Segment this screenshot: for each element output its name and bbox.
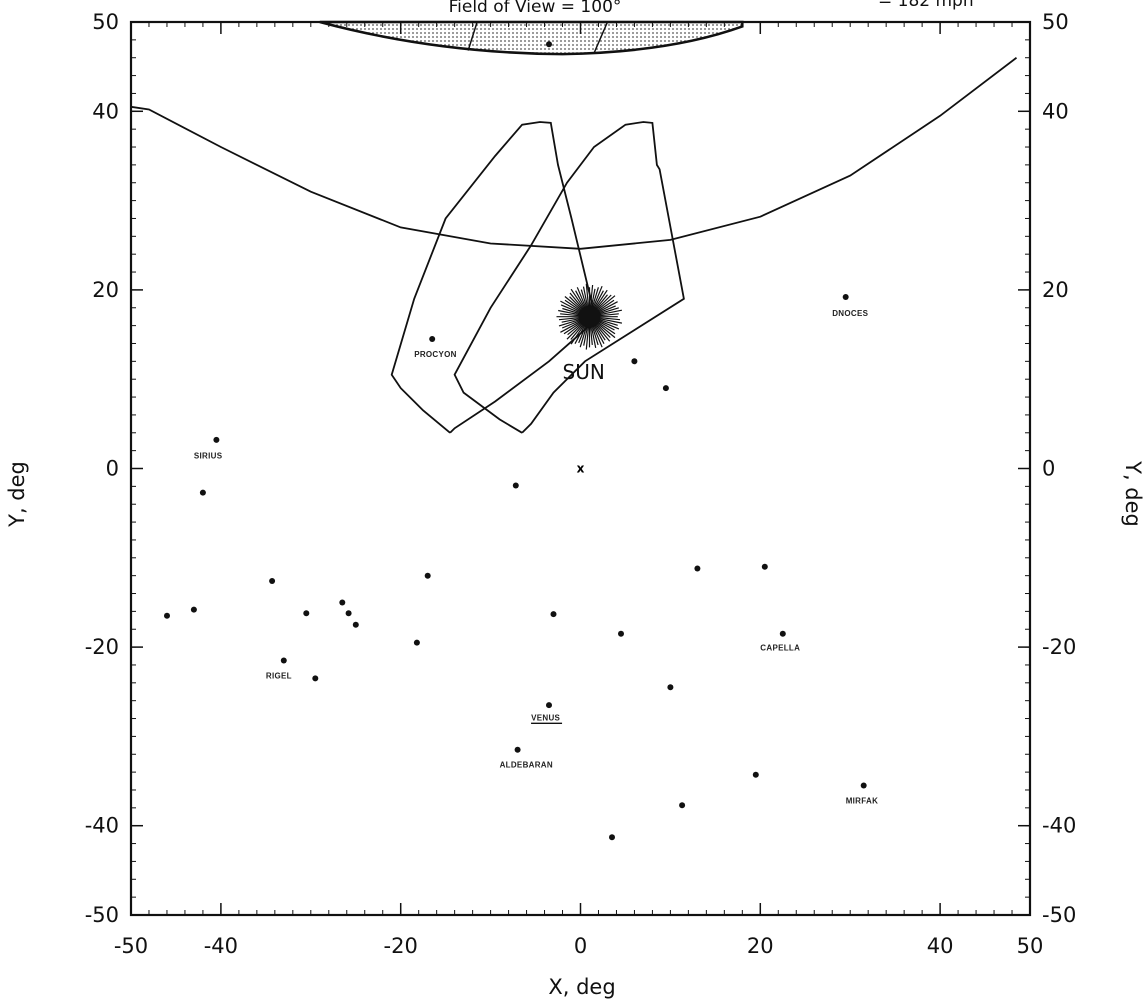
field-of-view-label: Field of View = 100° xyxy=(449,0,622,17)
star-point xyxy=(164,612,170,619)
star-label-venus: VENUS xyxy=(531,713,560,722)
x-tick-label: -40 xyxy=(204,934,238,958)
star-point xyxy=(609,834,615,841)
y-tick-label-left: 0 xyxy=(106,457,119,481)
y-tick-label-left: -50 xyxy=(85,903,119,927)
axes: -50 -40 -20 0 20 40 50 50 50 40 40 20 20 0 0 -20 -20 -40 -… xyxy=(85,10,1077,958)
star-point-dnoces xyxy=(842,294,849,300)
view-outline-right xyxy=(453,121,685,434)
star-label-procyon: PROCYON xyxy=(414,350,457,359)
y-tick-label-left: 20 xyxy=(92,278,119,302)
star-point-capella xyxy=(779,630,786,637)
x-tick-label: -50 xyxy=(114,934,148,958)
x-axis-title: X, deg xyxy=(548,975,615,999)
star-point xyxy=(752,771,759,778)
star-point xyxy=(303,610,310,617)
x-tick-label: 20 xyxy=(747,934,774,958)
star-point xyxy=(761,563,768,570)
star-point xyxy=(679,802,686,809)
y-tick-label-left: -20 xyxy=(85,635,119,659)
y-tick-label-right: -50 xyxy=(1042,903,1076,927)
y-tick-label-left: 40 xyxy=(92,99,119,123)
obstruction-region xyxy=(319,20,744,56)
center-marker: x xyxy=(577,462,585,476)
star-label-capella: CAPELLA xyxy=(760,644,800,653)
sun-label: SUN xyxy=(563,360,605,384)
star-point-procyon xyxy=(429,336,436,342)
star-label-dnoces: DNOCES xyxy=(832,309,868,318)
star-point xyxy=(667,684,674,691)
star-point xyxy=(345,610,352,617)
view-outline-left xyxy=(390,121,595,434)
star-point xyxy=(312,675,319,682)
star-point xyxy=(190,606,197,613)
star-point xyxy=(199,489,206,496)
star-label-aldebaran: ALDEBARAN xyxy=(500,761,553,770)
y-axis-title-right: Y, deg xyxy=(1121,460,1145,527)
y-tick-label-right: -20 xyxy=(1042,635,1076,659)
y-tick-label-right: 20 xyxy=(1042,278,1069,302)
obstruction-strut-left xyxy=(467,21,478,51)
y-tick-label-right: 40 xyxy=(1042,99,1069,123)
star-point-sirius xyxy=(213,436,220,443)
x-tick-label: 50 xyxy=(1017,934,1044,958)
star-point xyxy=(352,621,359,628)
star-label-sirius: SIRIUS xyxy=(194,452,223,461)
x-tick-label: 0 xyxy=(574,934,587,958)
star-point xyxy=(662,385,669,392)
x-tick-label: 40 xyxy=(927,934,954,958)
y-tick-label-right: 0 xyxy=(1042,457,1055,481)
star-point xyxy=(618,630,624,637)
star-label-mirfak: MIRFAK xyxy=(846,796,878,805)
y-tick-label-left: -40 xyxy=(85,814,119,838)
x-tick-label: -20 xyxy=(384,934,418,958)
star-point xyxy=(631,358,638,365)
y-axis-title-left: Y, deg xyxy=(5,461,29,528)
star-point-rigel xyxy=(280,657,287,664)
plot-area: SUN x PROCYON SIRIUS RIGEL DNOCES CAPELLA VENUS… xyxy=(130,20,1018,841)
horizon-curve xyxy=(130,56,1018,250)
chart-header: Field of View = 100° = 182 mph xyxy=(449,0,974,17)
sun-symbol xyxy=(556,283,623,350)
star-point-venus xyxy=(546,702,552,709)
star-point xyxy=(512,482,519,489)
star-point-aldebaran xyxy=(514,746,521,753)
y-tick-label-right: -40 xyxy=(1042,814,1076,838)
star-point xyxy=(339,599,346,606)
star-point xyxy=(269,578,276,584)
obstruction-strut-right xyxy=(593,21,609,54)
star-point-mirfak xyxy=(860,782,867,789)
sun-core xyxy=(578,305,601,328)
speed-label: = 182 mph xyxy=(878,0,974,11)
star-point xyxy=(413,639,420,646)
star-point xyxy=(550,611,557,618)
y-tick-label-right: 50 xyxy=(1042,10,1069,34)
y-tick-label-left: 50 xyxy=(92,10,119,34)
star-point xyxy=(424,572,431,579)
star-point xyxy=(546,41,552,48)
star-label-rigel: RIGEL xyxy=(266,671,292,680)
star-point xyxy=(694,565,701,572)
